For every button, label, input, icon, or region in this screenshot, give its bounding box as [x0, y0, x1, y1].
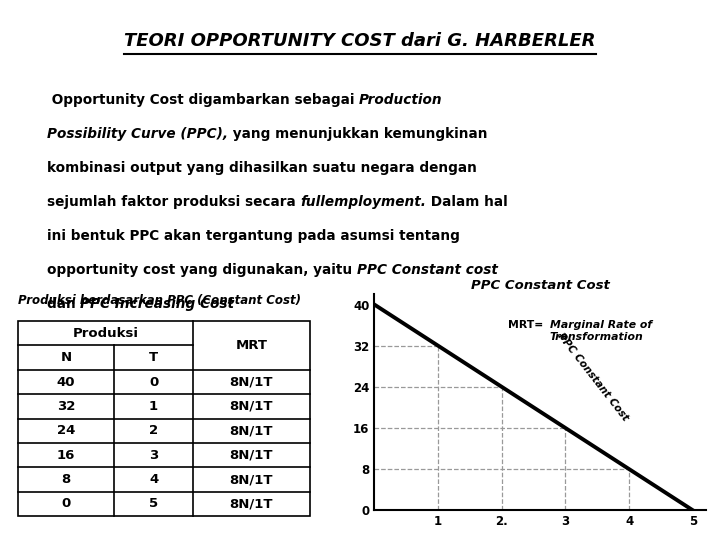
- Text: 8N/1T: 8N/1T: [230, 400, 273, 413]
- Text: Production: Production: [359, 93, 443, 107]
- Title: PPC Constant Cost: PPC Constant Cost: [471, 279, 609, 292]
- Text: MRT: MRT: [235, 339, 267, 352]
- Text: Produksi: Produksi: [73, 327, 138, 340]
- Bar: [18, 321, 310, 516]
- Text: 8N/1T: 8N/1T: [230, 497, 273, 510]
- Text: TEORI OPPORTUNITY COST dari G. HARBERLER: TEORI OPPORTUNITY COST dari G. HARBERLER: [125, 32, 595, 50]
- Text: sejumlah faktor produksi secara: sejumlah faktor produksi secara: [47, 195, 300, 210]
- Text: fullemployment.: fullemployment.: [300, 195, 426, 210]
- Text: 32: 32: [57, 400, 76, 413]
- Text: 0: 0: [149, 375, 158, 389]
- Text: Produksi berdasarkan PPC (Constant Cost): Produksi berdasarkan PPC (Constant Cost): [18, 294, 301, 307]
- Text: 3: 3: [149, 449, 158, 462]
- Text: 1: 1: [149, 400, 158, 413]
- Text: 8N/1T: 8N/1T: [230, 424, 273, 437]
- Text: 5: 5: [149, 497, 158, 510]
- Text: N: N: [60, 351, 72, 364]
- Text: 8N/1T: 8N/1T: [230, 449, 273, 462]
- Text: PPC Increasing Cost: PPC Increasing Cost: [80, 298, 234, 312]
- Text: 40: 40: [57, 375, 76, 389]
- Text: Possibility Curve (PPC),: Possibility Curve (PPC),: [47, 127, 228, 141]
- Text: opportunity cost yang digunakan, yaitu: opportunity cost yang digunakan, yaitu: [47, 264, 356, 278]
- Text: 16: 16: [57, 449, 76, 462]
- Text: 8N/1T: 8N/1T: [230, 375, 273, 389]
- Text: MRT=: MRT=: [508, 320, 547, 330]
- Text: 2: 2: [149, 424, 158, 437]
- Text: 24: 24: [57, 424, 76, 437]
- Text: Dalam hal: Dalam hal: [426, 195, 508, 210]
- Text: 8: 8: [61, 473, 71, 486]
- Text: ini bentuk PPC akan tergantung pada asumsi tentang: ini bentuk PPC akan tergantung pada asum…: [47, 230, 459, 244]
- Text: Opportunity Cost digambarkan sebagai: Opportunity Cost digambarkan sebagai: [47, 93, 359, 107]
- Text: 8N/1T: 8N/1T: [230, 473, 273, 486]
- Text: 4: 4: [149, 473, 158, 486]
- Text: yang menunjukkan kemungkinan: yang menunjukkan kemungkinan: [228, 127, 487, 141]
- Text: kombinasi output yang dihasilkan suatu negara dengan: kombinasi output yang dihasilkan suatu n…: [47, 161, 477, 176]
- Text: 0: 0: [61, 497, 71, 510]
- Text: T: T: [149, 351, 158, 364]
- Text: PPC Constant cost: PPC Constant cost: [356, 264, 498, 278]
- Text: PPC Constant Cost: PPC Constant Cost: [556, 331, 631, 423]
- Text: Marginal Rate of
Transformation: Marginal Rate of Transformation: [549, 320, 652, 342]
- Text: dan: dan: [47, 298, 80, 312]
